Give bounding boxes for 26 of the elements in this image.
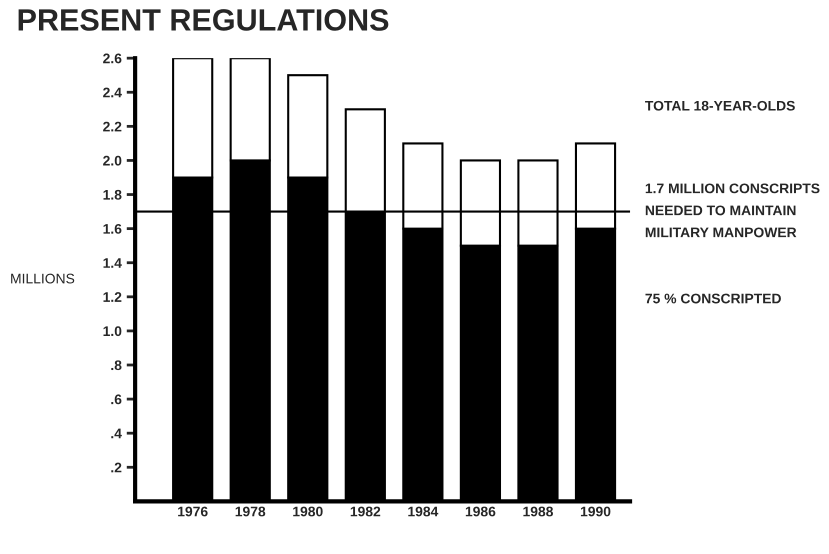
y-tick-label: .4 <box>111 428 122 438</box>
x-tick-label: 1978 <box>236 506 266 516</box>
y-tick-label: 1.2 <box>104 292 122 302</box>
y-tick-label: 2.6 <box>103 54 122 64</box>
y-axis-title: MILLIONS <box>11 274 74 284</box>
y-tick-label: 1.0 <box>104 326 122 336</box>
y-tick-label: .8 <box>111 360 122 370</box>
x-tick-label: 1984 <box>408 506 438 516</box>
x-tick-label: 1988 <box>523 506 553 516</box>
x-tick-label: 1980 <box>293 506 323 516</box>
y-tick-label: 2.0 <box>103 156 122 166</box>
chart-title: PRESENT REGULATIONS <box>18 9 388 31</box>
x-tick-label: 1990 <box>580 506 610 516</box>
y-tick-label: .6 <box>111 394 122 404</box>
text: TOTAL 18-YEAR-OLDS <box>645 100 795 111</box>
y-tick-label: .2 <box>111 462 122 472</box>
y-tick-label: 1.6 <box>104 224 122 234</box>
y-tick-label: 1.8 <box>104 190 122 200</box>
y-tick-label: 2.2 <box>103 122 122 132</box>
x-tick-label: 1986 <box>466 506 496 516</box>
y-tick-label: 1.4 <box>104 258 122 268</box>
x-tick-label: 1976 <box>178 506 208 516</box>
x-tick-label: 1982 <box>350 506 380 516</box>
y-tick-label: 2.4 <box>103 88 122 98</box>
ref-line-label: 1.7 MILLION CONSCRIPTS NEEDED TO MAINTAIN MILITARY MANPOWER <box>646 183 820 238</box>
text: 75 % CONSCRIPTED <box>645 294 781 304</box>
